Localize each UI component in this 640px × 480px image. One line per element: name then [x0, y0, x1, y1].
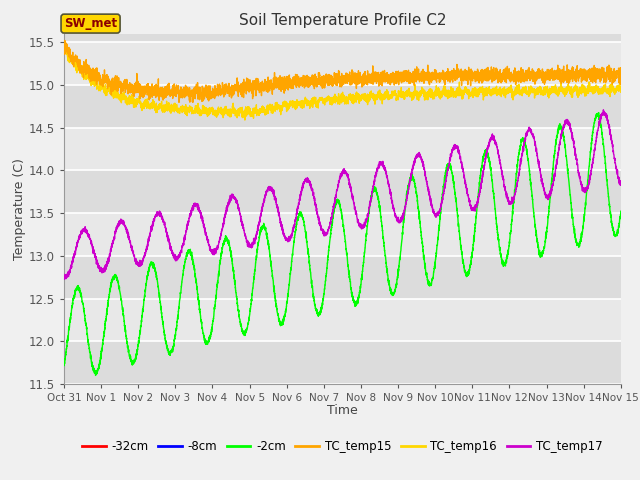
Y-axis label: Temperature (C): Temperature (C)	[13, 158, 26, 260]
Bar	[64, 42, 621, 85]
Bar	[64, 128, 621, 170]
Bar	[64, 213, 621, 256]
Bar	[64, 341, 621, 384]
X-axis label: Time: Time	[327, 405, 358, 418]
Bar	[64, 170, 621, 213]
Bar	[64, 256, 621, 299]
Bar	[64, 85, 621, 128]
Legend: -32cm, -8cm, -2cm, TC_temp15, TC_temp16, TC_temp17: -32cm, -8cm, -2cm, TC_temp15, TC_temp16,…	[77, 435, 607, 458]
Bar	[64, 299, 621, 341]
Text: SW_met: SW_met	[64, 17, 117, 30]
Title: Soil Temperature Profile C2: Soil Temperature Profile C2	[239, 13, 446, 28]
